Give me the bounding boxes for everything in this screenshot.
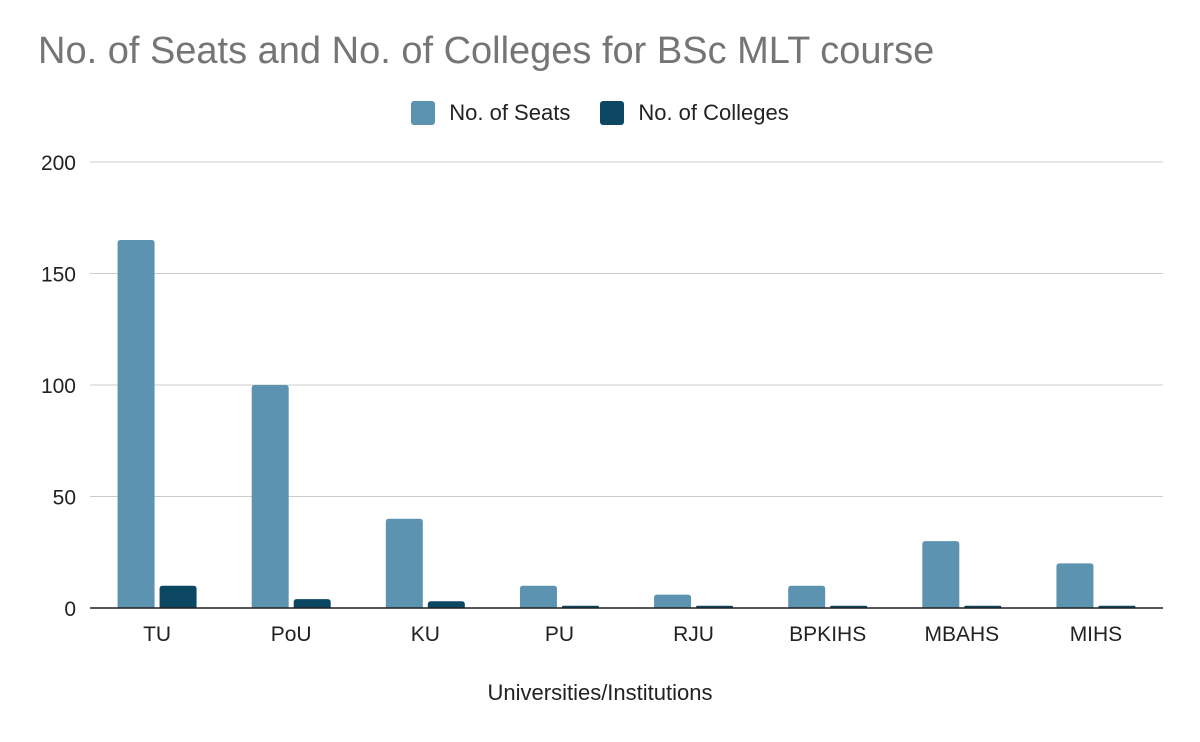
bar-seats-tu[interactable]	[117, 240, 155, 609]
y-tick-label: 150	[41, 264, 76, 287]
bar-seats-mbahs[interactable]	[922, 541, 960, 608]
legend: No. of Seats No. of Colleges	[0, 98, 1200, 128]
bar-seats-ku[interactable]	[385, 518, 423, 608]
x-tick-label: PU	[545, 623, 574, 646]
y-tick-label: 0	[64, 598, 76, 621]
x-tick-label: MIHS	[1070, 623, 1123, 646]
x-tick-label: TU	[143, 623, 171, 646]
x-tick-label: MBAHS	[924, 623, 999, 646]
x-axis-label: Universities/Institutions	[487, 680, 713, 705]
legend-item-colleges[interactable]: No. of Colleges	[600, 100, 789, 126]
x-tick-label: PoU	[271, 623, 312, 646]
bar-seats-pou[interactable]	[251, 385, 289, 608]
legend-swatch-colleges	[600, 101, 625, 125]
bar-colleges-pou[interactable]	[293, 599, 331, 608]
bar-colleges-tu[interactable]	[159, 585, 197, 608]
x-tick-label: BPKIHS	[789, 623, 866, 646]
legend-label-seats: No. of Seats	[449, 100, 571, 125]
bar-seats-rju[interactable]	[654, 594, 692, 608]
bar-seats-pu[interactable]	[519, 585, 557, 608]
bar-colleges-ku[interactable]	[427, 601, 465, 608]
y-tick-label: 50	[53, 487, 76, 510]
legend-item-seats[interactable]: No. of Seats	[411, 100, 570, 126]
x-tick-label: RJU	[673, 623, 714, 646]
y-tick-label: 200	[41, 152, 76, 175]
x-tick-label: KU	[411, 623, 440, 646]
y-tick-label: 100	[41, 375, 76, 398]
bar-seats-mihs[interactable]	[1056, 563, 1094, 608]
chart-title: No. of Seats and No. of Colleges for BSc…	[38, 30, 935, 72]
legend-label-colleges: No. of Colleges	[638, 100, 789, 125]
legend-swatch-seats	[411, 101, 436, 125]
bar-seats-bpkihs[interactable]	[788, 585, 826, 608]
